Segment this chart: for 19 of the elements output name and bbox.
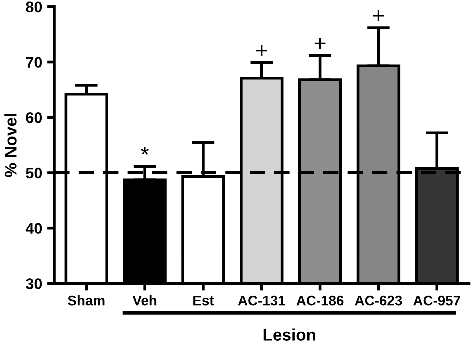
x-tick-label: AC-131 (238, 296, 286, 306)
y-tick-label: 30 (26, 278, 42, 290)
y-tick-label: 60 (26, 112, 42, 124)
y-tick-label: 50 (26, 168, 42, 179)
annotation: * (141, 147, 150, 155)
x-tick-label: Veh (132, 296, 157, 306)
x-tick-label: Est (194, 296, 214, 306)
x-tick-label: AC-957 (414, 296, 460, 306)
y-axis-title: % Novel (4, 114, 17, 178)
x-tick-label: Sham (68, 296, 105, 306)
y-tick-label: 40 (26, 223, 42, 234)
y-tick-label: 70 (26, 57, 42, 68)
x-tick-label: AC-186 (296, 296, 344, 306)
annotation: + (256, 45, 268, 56)
annotation: + (373, 10, 384, 22)
text: Lesion (264, 328, 316, 341)
annotation: + (314, 38, 326, 50)
x-tick-label: AC-623 (355, 296, 402, 306)
y-tick-label: 80 (26, 2, 42, 13)
